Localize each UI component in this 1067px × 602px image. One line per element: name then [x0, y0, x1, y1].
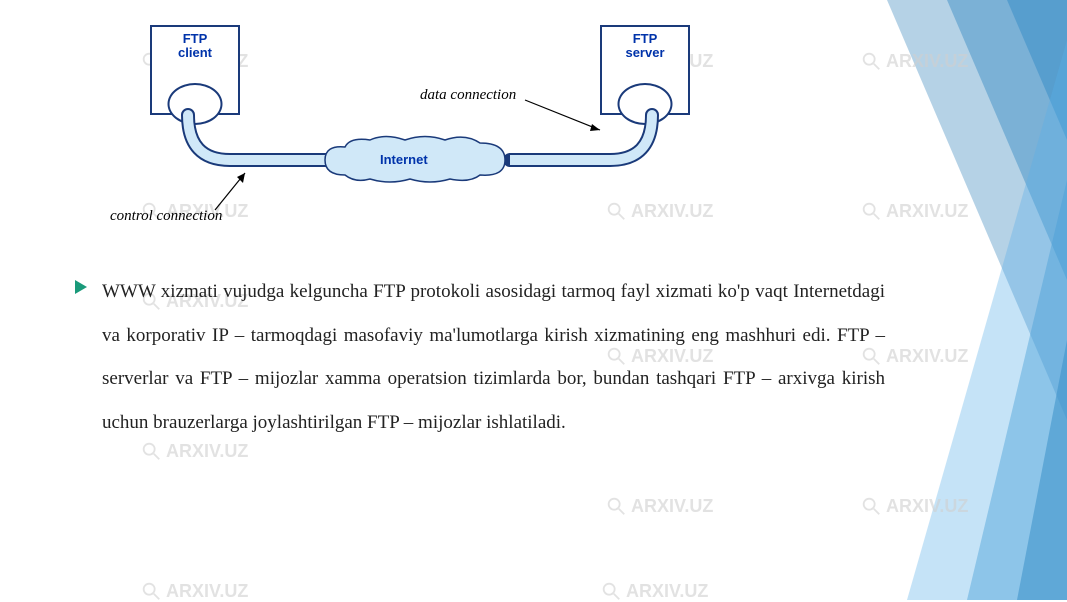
- connection-pipes: [100, 25, 740, 225]
- internet-label: Internet: [380, 152, 428, 167]
- bullet-triangle-icon: [75, 280, 87, 294]
- body-text-block: WWW xizmati vujudga kelguncha FTP protok…: [75, 270, 885, 445]
- watermark: ARXIV.UZ: [140, 580, 248, 602]
- control-connection-label: control connection: [110, 208, 222, 225]
- side-triangles-decoration: [887, 0, 1067, 600]
- data-connection-label: data connection: [420, 87, 516, 104]
- watermark: ARXIV.UZ: [600, 580, 708, 602]
- ftp-diagram: FTP client FTP server Internet: [100, 25, 720, 225]
- watermark: ARXIV.UZ: [605, 495, 713, 517]
- main-paragraph: WWW xizmati vujudga kelguncha FTP protok…: [102, 270, 885, 445]
